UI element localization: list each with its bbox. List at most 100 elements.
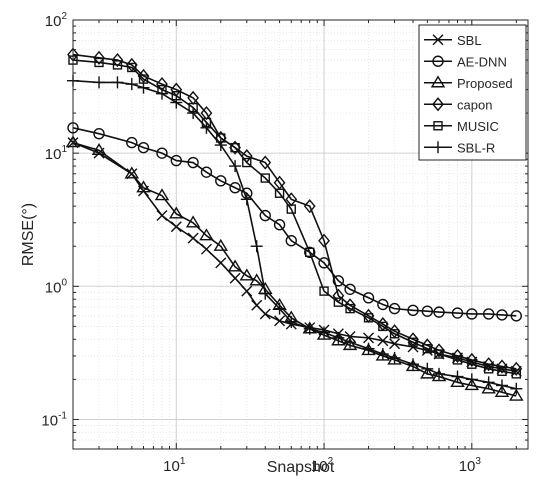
plus-marker <box>510 382 523 395</box>
legend-label: capon <box>457 97 492 112</box>
diamond-marker <box>111 52 124 68</box>
circle-marker <box>451 307 464 319</box>
x-tick-labels: 101 102 103 <box>163 456 481 475</box>
plus-marker <box>407 358 420 371</box>
x-marker <box>170 221 182 233</box>
triangle-marker <box>227 259 243 272</box>
square-marker <box>434 349 444 359</box>
plus-marker <box>200 121 213 134</box>
square-marker <box>389 329 400 339</box>
diamond-marker <box>344 298 356 313</box>
axis-ticks <box>72 19 528 450</box>
x-marker-stroke <box>377 335 389 347</box>
triangle-marker <box>420 366 435 379</box>
plus-marker <box>433 367 446 380</box>
x-marker <box>432 34 444 46</box>
x-marker-stroke <box>156 210 168 222</box>
square-marker <box>363 313 374 323</box>
series-sbl-r <box>67 74 523 395</box>
circle-marker <box>304 246 316 259</box>
plus-marker <box>465 373 478 386</box>
triangle-marker <box>154 188 170 201</box>
circle-marker <box>259 209 271 222</box>
legend-entry-ae-dnn: AE-DNN <box>424 54 507 69</box>
diamond-marker <box>432 97 444 112</box>
triangle-marker <box>199 228 214 241</box>
x-axis-label: Snapshot <box>267 459 335 476</box>
square-marker <box>112 60 123 70</box>
diamond-marker <box>482 357 495 372</box>
plus-marker <box>318 326 331 339</box>
x-marker <box>377 335 389 347</box>
diamond-marker <box>451 348 464 364</box>
plus-marker <box>388 351 401 364</box>
legend-entry-proposed: Proposed <box>424 75 513 91</box>
diamond-marker <box>259 155 272 170</box>
plus-marker <box>214 139 227 152</box>
x-marker-stroke <box>363 332 375 344</box>
diamond-marker <box>303 199 316 214</box>
square-marker <box>286 204 296 214</box>
x-tick-label: 103 <box>459 456 482 475</box>
x-marker-stroke <box>274 315 286 327</box>
triangle-marker <box>213 238 229 251</box>
legend-box <box>418 24 527 161</box>
x-marker-stroke <box>241 285 253 297</box>
x-marker <box>251 299 263 311</box>
x-marker-stroke <box>389 338 401 350</box>
circle-marker <box>187 156 199 169</box>
minor-grid <box>72 20 528 450</box>
diamond-marker <box>433 343 445 358</box>
circle-marker <box>466 308 478 320</box>
circle-marker <box>362 292 375 304</box>
y-tick-label: 100 <box>45 277 68 296</box>
square-marker <box>467 359 477 369</box>
circle-marker <box>407 304 419 317</box>
x-marker <box>259 308 271 320</box>
circle-marker <box>215 175 227 187</box>
circle-marker <box>510 310 522 322</box>
circle-marker <box>170 154 182 167</box>
triangle-marker <box>342 338 358 351</box>
legend-entry-music: MUSIC <box>424 119 499 134</box>
triangle-marker <box>169 206 184 219</box>
square-marker <box>242 157 252 168</box>
square-marker <box>333 297 344 307</box>
triangle-marker <box>464 378 480 391</box>
square-marker <box>422 343 433 354</box>
x-marker <box>215 257 227 269</box>
plot-frame <box>72 19 529 450</box>
circle-marker <box>344 283 356 295</box>
square-marker <box>378 321 388 332</box>
square-marker <box>94 57 104 68</box>
x-marker-stroke <box>170 221 182 233</box>
square-marker <box>230 142 240 153</box>
plus-marker <box>93 76 106 89</box>
y-tick-labels: 10-1 100 101 102 <box>41 11 67 429</box>
circle-marker <box>93 127 105 140</box>
x-marker <box>389 338 401 350</box>
plus-marker <box>250 240 263 253</box>
circle-marker <box>200 166 213 178</box>
legend-label: SBL <box>457 33 482 48</box>
square-marker <box>319 286 329 296</box>
x-marker-stroke <box>432 34 444 46</box>
triangle-marker <box>481 381 496 394</box>
triangle-marker <box>185 215 201 228</box>
circle-marker <box>496 309 508 321</box>
square-marker <box>260 173 270 183</box>
triangle-marker <box>249 273 264 286</box>
series-layer <box>65 47 524 401</box>
diamond-marker <box>510 361 523 376</box>
triangle-marker <box>239 268 255 281</box>
x-marker-stroke <box>229 272 241 284</box>
x-marker <box>274 315 286 327</box>
x-marker-stroke <box>251 299 263 311</box>
triangle-marker <box>494 384 510 397</box>
legend-label: SBL-R <box>457 140 495 155</box>
plus-marker <box>303 322 316 335</box>
plus-marker <box>344 336 357 349</box>
legend-entry-capon: capon <box>424 97 492 112</box>
legend-entry-sbl: SBL <box>424 33 482 48</box>
